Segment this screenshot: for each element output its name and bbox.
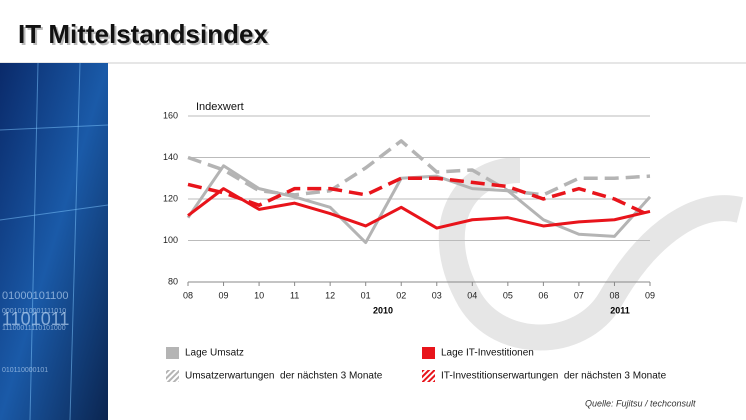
- legend-label: IT-Investitionserwartungen der nächsten …: [441, 371, 667, 382]
- legend-swatch: [166, 370, 179, 382]
- title-shadow: IT Mittelstandsindex: [20, 21, 270, 51]
- x-group-label: 2010: [373, 305, 393, 315]
- x-tick-label: 04: [467, 290, 477, 300]
- legend-label: Lage Umsatz: [185, 348, 244, 359]
- series-line: [187, 176, 651, 218]
- legend-swatch: [422, 347, 435, 359]
- x-tick-label: 09: [645, 290, 655, 300]
- legend-swatch: [166, 347, 179, 359]
- x-tick-label: 08: [609, 290, 619, 300]
- x-tick-label: 10: [254, 290, 264, 300]
- x-tick-label: 07: [574, 290, 584, 300]
- x-tick-label: 05: [503, 290, 513, 300]
- x-tick-label: 03: [432, 290, 442, 300]
- decor-binary: 1101011: [2, 309, 69, 329]
- y-tick-label: 160: [163, 110, 178, 120]
- series-line: [187, 139, 651, 197]
- decor-panel: [0, 63, 108, 420]
- y-tick-label: 100: [163, 235, 178, 245]
- legend-label: Umsatzerwartungen der nächsten 3 Monate: [185, 371, 383, 382]
- y-tick-label: 140: [163, 152, 178, 162]
- title: IT Mittelstandsindex: [18, 19, 268, 49]
- series-line: [187, 187, 651, 230]
- legend-swatch: [422, 370, 435, 382]
- y-tick-label: 120: [163, 193, 178, 203]
- x-group-label: 2011: [610, 305, 630, 315]
- decor-binary: 11100011110101000: [2, 325, 66, 332]
- x-tick-label: 01: [361, 290, 371, 300]
- x-tick-label: 08: [183, 290, 193, 300]
- decor-binary: 01000101100: [2, 290, 68, 302]
- x-tick-label: 09: [219, 290, 229, 300]
- legend-label: Lage IT-Investitionen: [441, 348, 534, 359]
- x-tick-label: 06: [538, 290, 548, 300]
- x-tick-label: 02: [396, 290, 406, 300]
- decor-grid: [0, 62, 109, 420]
- source: Quelle: Fujitsu / techconsult: [585, 398, 696, 408]
- y-tick-label: 80: [168, 276, 178, 286]
- x-tick-label: 11: [290, 290, 299, 300]
- y-axis-title: Indexwert: [196, 101, 244, 113]
- decor-binary: 00010110001111010: [2, 308, 66, 315]
- x-tick-label: 12: [325, 290, 335, 300]
- decor-binary: 010110000101: [2, 367, 48, 374]
- decor-logo: [438, 157, 744, 351]
